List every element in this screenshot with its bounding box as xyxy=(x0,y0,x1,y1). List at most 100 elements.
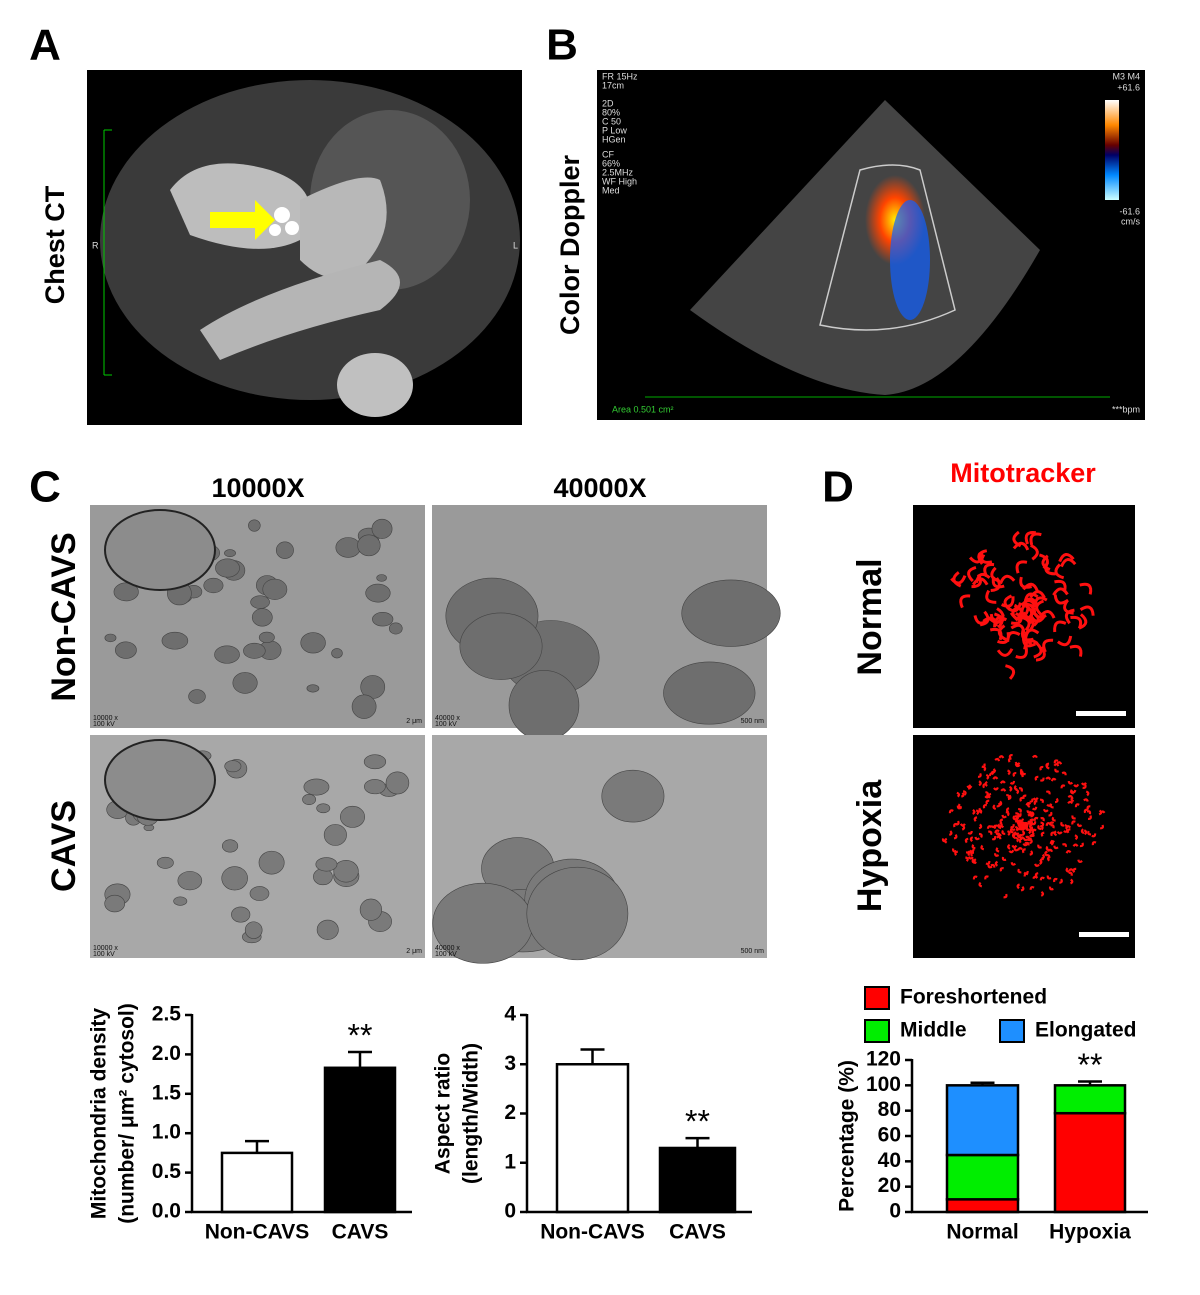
mito-texture xyxy=(1016,883,1021,890)
mito-texture xyxy=(1014,815,1019,819)
mito-texture xyxy=(1001,856,1007,862)
mito-texture xyxy=(1018,837,1023,844)
mito-texture xyxy=(958,803,962,809)
em-texture xyxy=(323,824,347,846)
mito-texture xyxy=(1015,646,1028,659)
legend-swatch xyxy=(999,1019,1025,1043)
em-texture xyxy=(221,866,248,891)
panel-label: C xyxy=(29,463,61,512)
mito-texture xyxy=(1061,843,1067,847)
mito-texture xyxy=(1014,816,1019,823)
mito-texture xyxy=(1053,594,1069,605)
mito-texture xyxy=(1037,844,1042,849)
mito-texture xyxy=(978,780,982,787)
image-text: 2 μm xyxy=(406,948,422,955)
mito-texture xyxy=(956,805,962,810)
panel-title: Mitotracker xyxy=(950,458,1096,488)
mito-texture xyxy=(1009,780,1016,785)
mito-texture xyxy=(1083,798,1089,802)
y-axis-label: Percentage (%) xyxy=(836,1060,859,1212)
mito-texture xyxy=(1017,819,1023,824)
mito-texture xyxy=(1007,794,1012,801)
mito-texture xyxy=(971,844,976,850)
image-text: -61.6 xyxy=(1119,206,1140,216)
mito-texture xyxy=(992,776,999,780)
x-tick-label: Non-CAVS xyxy=(205,1221,310,1244)
mito-texture xyxy=(967,830,973,835)
image-text: 2 μm xyxy=(406,718,422,725)
mito-texture xyxy=(1067,795,1074,799)
em-texture xyxy=(262,578,288,600)
em-texture xyxy=(526,866,629,961)
mito-texture xyxy=(1029,833,1035,838)
y-tick-label: 0.0 xyxy=(152,1200,181,1223)
legend-label: Middle xyxy=(900,1019,967,1042)
mito-texture xyxy=(1079,605,1095,616)
em-texture xyxy=(275,541,294,559)
scale-bar xyxy=(1076,711,1126,716)
mito-texture xyxy=(972,875,978,880)
y-axis-label: (length/Width) xyxy=(460,1043,483,1184)
mito-texture xyxy=(978,881,983,888)
image-text: L xyxy=(513,240,518,250)
em-texture xyxy=(248,519,261,532)
em-texture xyxy=(258,850,285,875)
mito-texture xyxy=(950,575,967,585)
mito-texture xyxy=(1011,844,1018,849)
mito-texture xyxy=(1054,563,1065,580)
em-texture xyxy=(203,577,224,594)
em-texture xyxy=(250,595,270,609)
mito-texture xyxy=(1050,831,1055,837)
y-tick-label: 2.0 xyxy=(152,1042,181,1065)
mito-texture xyxy=(1012,815,1017,821)
mito-texture xyxy=(1039,765,1044,771)
mito-texture xyxy=(1008,849,1015,854)
mito-texture xyxy=(1013,847,1019,852)
em-texture xyxy=(357,534,381,557)
mito-texture xyxy=(1017,812,1022,818)
mito-texture xyxy=(1048,886,1054,891)
mito-texture xyxy=(961,824,966,831)
mito-texture xyxy=(982,616,998,627)
mito-texture xyxy=(1018,807,1022,814)
em-texture xyxy=(359,898,383,921)
em-texture xyxy=(376,574,387,582)
mito-texture xyxy=(1056,831,1063,835)
mito-texture xyxy=(972,808,976,815)
mito-texture xyxy=(1049,840,1055,844)
mito-texture xyxy=(1033,816,1039,821)
em-texture xyxy=(663,661,756,725)
mito-texture xyxy=(1020,603,1035,614)
mito-texture xyxy=(1025,835,1030,840)
mito-texture xyxy=(1078,613,1088,630)
mito-texture xyxy=(1021,830,1026,837)
mito-texture xyxy=(1037,824,1042,830)
mito-texture xyxy=(1015,560,1028,574)
mito-texture xyxy=(1013,785,1018,791)
mito-texture xyxy=(1023,628,1033,646)
mito-texture xyxy=(1040,831,1045,837)
mito-texture xyxy=(1026,810,1032,814)
mito-texture xyxy=(1000,788,1007,792)
mito-texture xyxy=(1061,771,1067,776)
mito-texture xyxy=(1032,875,1039,880)
em-texture xyxy=(385,771,410,795)
mito-texture xyxy=(989,613,1005,624)
mito-texture xyxy=(1031,828,1037,833)
mito-texture xyxy=(1050,824,1055,829)
mito-texture xyxy=(1072,843,1079,847)
mito-texture xyxy=(1053,759,1059,764)
em-texture xyxy=(231,906,251,923)
mito-texture xyxy=(1032,607,1047,619)
mito-texture xyxy=(967,784,972,790)
image-text: +61.6 xyxy=(1117,82,1140,92)
em-texture xyxy=(459,612,543,680)
mito-texture xyxy=(1023,870,1029,875)
mito-texture xyxy=(1053,620,1067,633)
mito-texture xyxy=(991,835,997,841)
mito-texture xyxy=(990,566,1001,583)
em-texture xyxy=(364,779,386,795)
mito-texture xyxy=(1029,798,1034,803)
mito-texture xyxy=(1060,821,1065,827)
